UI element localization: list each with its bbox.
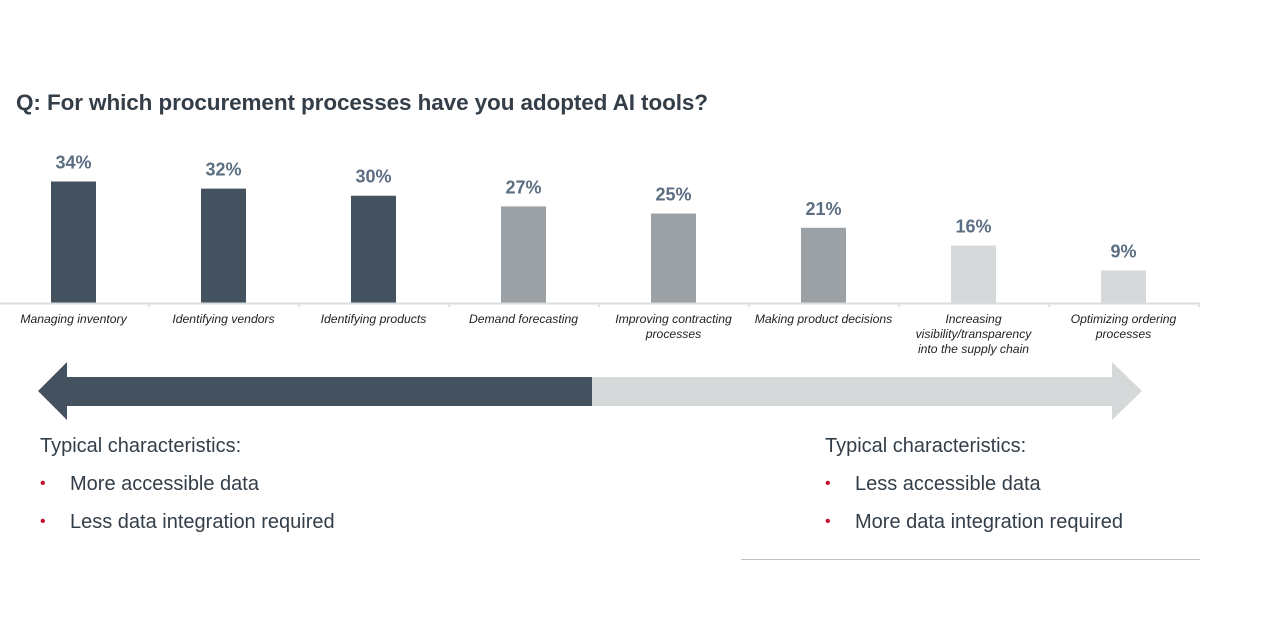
- category-label-line: visibility/transparency: [915, 327, 1032, 341]
- category-label-line: into the supply chain: [917, 342, 1030, 356]
- chart-title: Q: For which procurement processes have …: [16, 90, 708, 115]
- bullet-icon: •: [825, 513, 831, 530]
- arrow-left-dark: [38, 362, 592, 420]
- bar: [501, 206, 546, 303]
- data-label: 30%: [355, 167, 391, 187]
- category-label-line: Demand forecasting: [468, 312, 579, 326]
- bar: [1101, 270, 1146, 303]
- data-label: 27%: [505, 177, 541, 197]
- category-label-line: Increasing: [945, 312, 1002, 326]
- category-label: Increasing visibility/transparency into th…: [899, 312, 1049, 357]
- data-label: 16%: [955, 217, 991, 237]
- data-label: 34%: [55, 153, 91, 173]
- category-label: Making product decisions: [749, 312, 899, 327]
- right-characteristic-text: More data integration required: [855, 511, 1123, 533]
- divider-line: [741, 559, 1200, 560]
- category-label: Identifying vendors: [149, 312, 299, 327]
- bar: [351, 195, 396, 303]
- arrow-right-light: [592, 362, 1142, 420]
- category-label: Optimizing ordering processes: [1049, 312, 1199, 342]
- category-label-line: Identifying vendors: [172, 312, 275, 326]
- bar: [651, 213, 696, 303]
- bullet-icon: •: [825, 475, 831, 492]
- category-label-line: Identifying products: [320, 312, 427, 326]
- bar: [951, 245, 996, 303]
- category-label-line: Optimizing ordering: [1070, 312, 1177, 326]
- category-label-line: Making product decisions: [754, 312, 893, 326]
- bar: [201, 188, 246, 303]
- right-characteristic-item: • More data integration required: [825, 511, 1123, 533]
- left-characteristic-text: Less data integration required: [70, 511, 335, 533]
- right-characteristic-text: Less accessible data: [855, 473, 1041, 495]
- category-label-line: processes: [645, 327, 702, 341]
- category-label: Demand forecasting: [449, 312, 599, 327]
- bar: [801, 227, 846, 303]
- left-characteristic-item: • More accessible data: [40, 473, 335, 495]
- data-label: 21%: [805, 199, 841, 219]
- data-label: 9%: [1110, 241, 1136, 261]
- right-characteristic-item: • Less accessible data: [825, 473, 1123, 495]
- right-characteristics: Typical characteristics: • Less accessib…: [825, 435, 1123, 533]
- category-label-line: processes: [1095, 327, 1152, 341]
- category-label: Improving contracting processes: [599, 312, 749, 342]
- left-characteristic-item: • Less data integration required: [40, 511, 335, 533]
- data-label: 25%: [655, 185, 691, 205]
- left-characteristics-heading: Typical characteristics:: [40, 435, 242, 457]
- category-label-line: Managing inventory: [20, 312, 127, 326]
- left-characteristics: Typical characteristics: • More accessib…: [40, 435, 335, 533]
- category-label: Managing inventory: [0, 312, 149, 327]
- bar: [51, 181, 96, 303]
- right-characteristics-heading: Typical characteristics:: [825, 435, 1027, 457]
- category-label: Identifying products: [299, 312, 449, 327]
- left-characteristic-text: More accessible data: [70, 473, 259, 495]
- bullet-icon: •: [40, 475, 46, 492]
- data-label: 32%: [205, 160, 241, 180]
- category-label-line: Improving contracting: [615, 312, 732, 326]
- bullet-icon: •: [40, 513, 46, 530]
